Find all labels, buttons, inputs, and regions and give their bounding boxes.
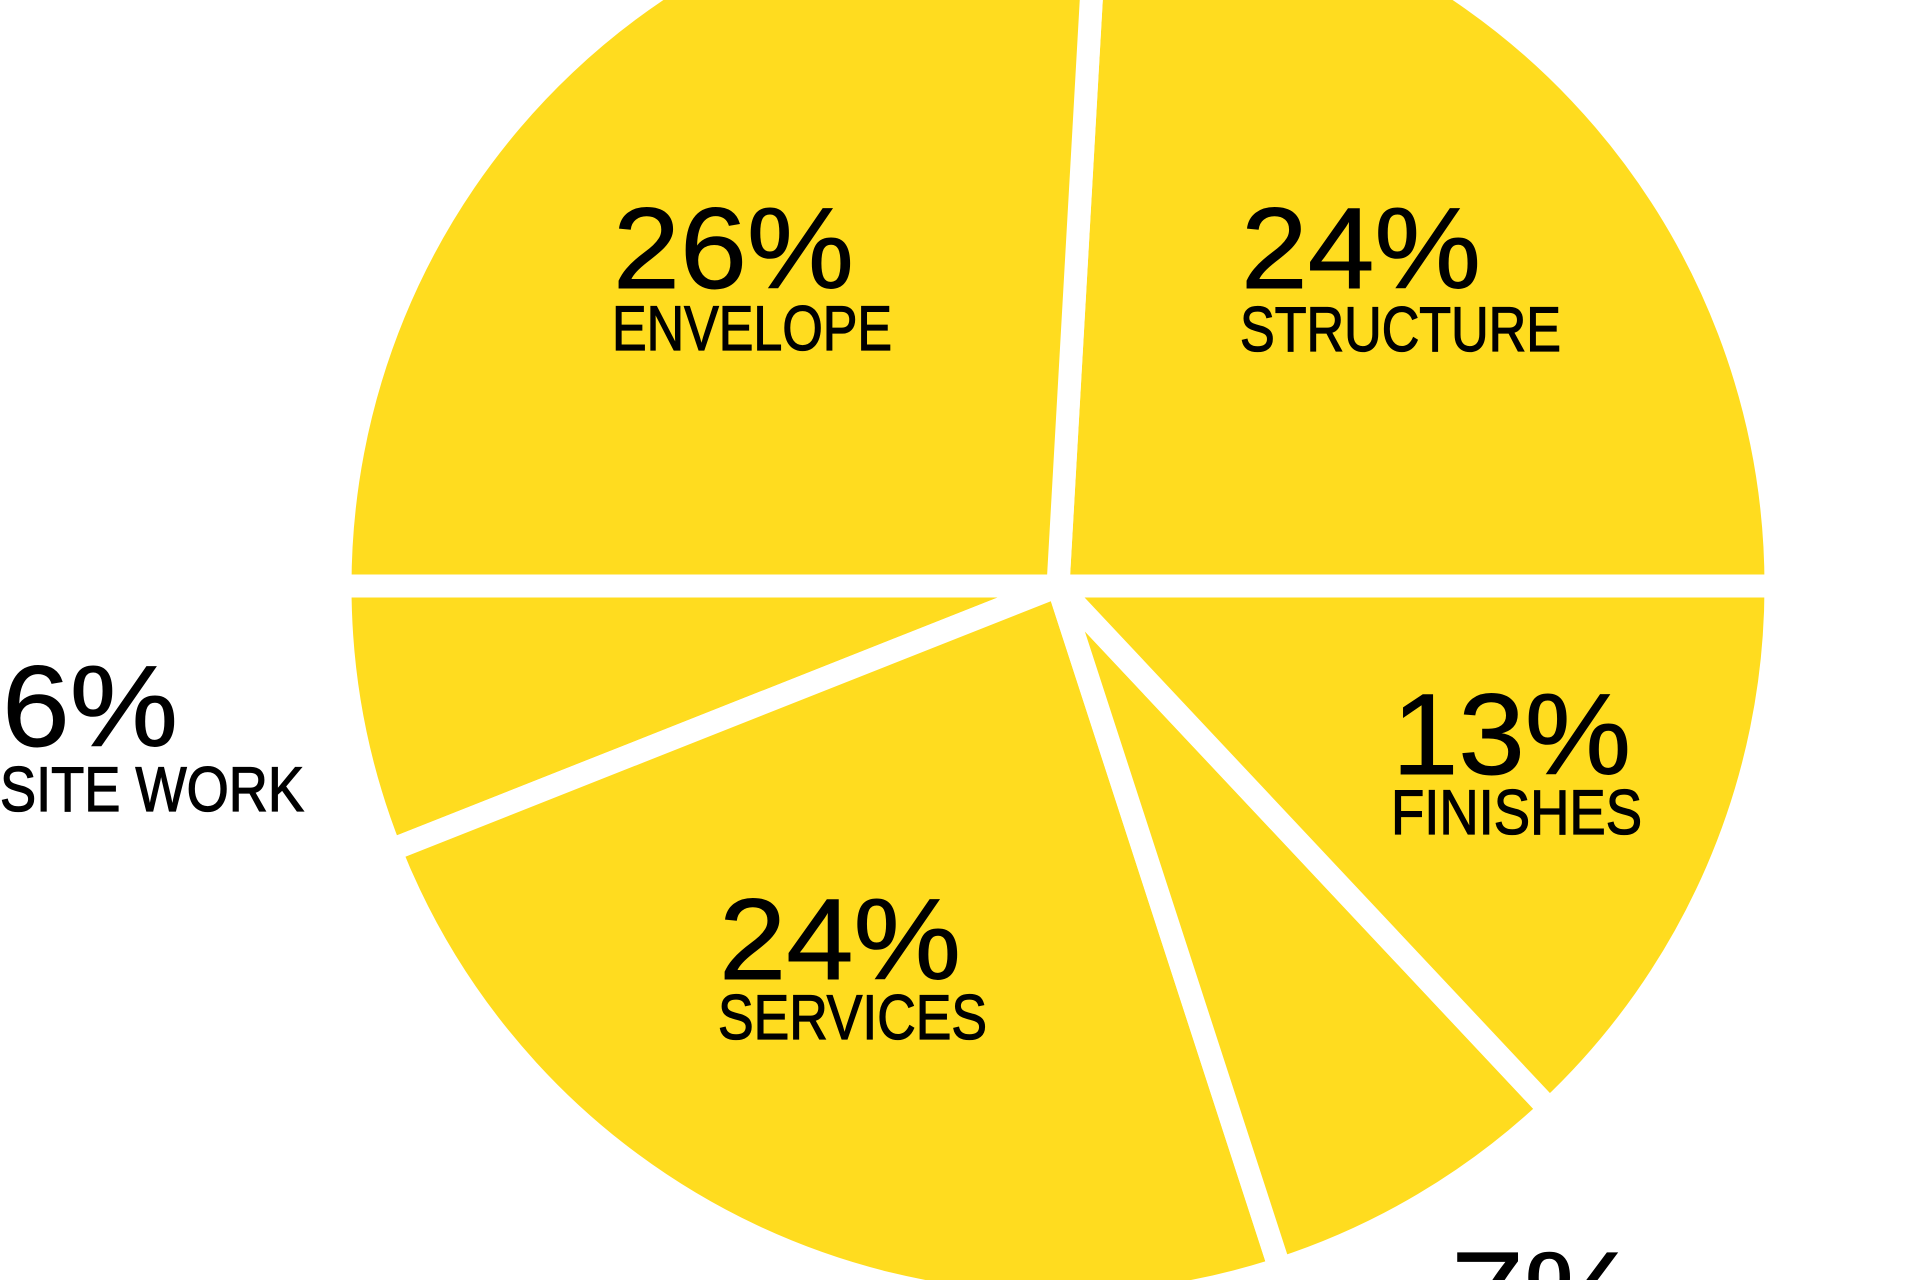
svg-text:ENVELOPE: ENVELOPE: [612, 294, 892, 364]
svg-text:26%: 26%: [613, 185, 854, 313]
svg-text:SITE WORK: SITE WORK: [0, 755, 304, 825]
svg-text:7%: 7%: [1451, 1229, 1641, 1280]
svg-text:24%: 24%: [719, 876, 961, 1004]
svg-text:13%: 13%: [1392, 671, 1631, 799]
svg-text:SERVICES: SERVICES: [718, 983, 987, 1053]
svg-text:STRUCTURE: STRUCTURE: [1240, 295, 1561, 365]
svg-text:FINISHES: FINISHES: [1391, 778, 1642, 848]
svg-text:6%: 6%: [2, 643, 178, 771]
svg-text:24%: 24%: [1241, 185, 1481, 313]
